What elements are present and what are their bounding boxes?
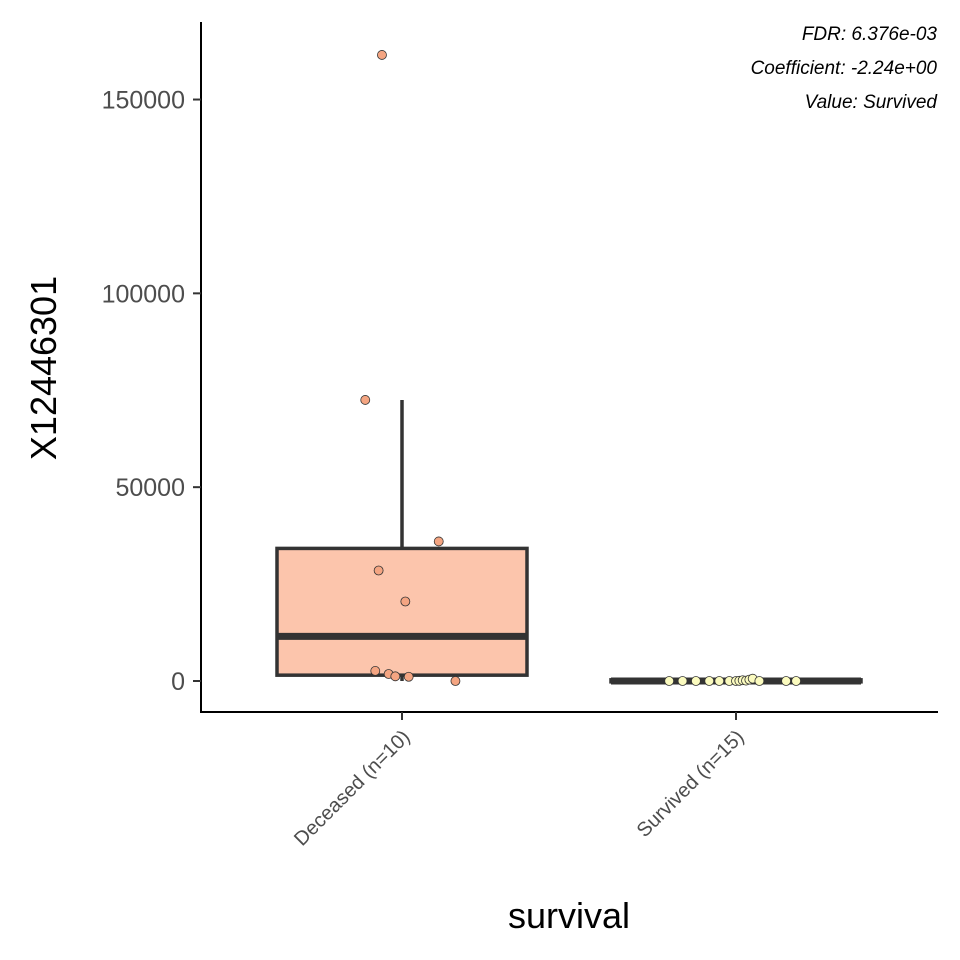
data-point (704, 676, 715, 686)
data-point (370, 666, 381, 676)
data-point (781, 676, 791, 686)
data-point (390, 671, 401, 682)
y-tick-label: 0 (171, 668, 185, 696)
x-tick-label: Deceased (n=10) (290, 726, 414, 850)
data-point (450, 676, 461, 686)
data-point (714, 676, 725, 686)
y-tick-label: 100000 (102, 280, 185, 308)
x-tick-label: Survived (n=15) (633, 726, 749, 842)
x-ticks: Deceased (n=10) Survived (n=15) (290, 712, 749, 850)
data-point (403, 671, 414, 682)
data-point (400, 596, 411, 607)
box-group (275, 399, 529, 681)
data-point (791, 676, 802, 686)
annotation-value: Value: Survived (805, 92, 939, 113)
annotation-fdr: FDR: 6.376e-03 (802, 24, 938, 45)
data-point (433, 536, 444, 547)
data-point (754, 676, 765, 686)
y-ticks: 0 50000 100000 150000 (102, 87, 201, 696)
data-point (373, 565, 384, 576)
y-tick-label: 150000 (102, 87, 185, 115)
annotation-coefficient: Coefficient: -2.24e+00 (751, 58, 938, 79)
x-axis-title: survival (508, 895, 630, 936)
axes (200, 22, 938, 713)
data-point (377, 50, 387, 60)
data-point (677, 676, 688, 686)
data-point (691, 676, 701, 686)
data-point (664, 676, 675, 686)
box-body (275, 546, 529, 677)
y-tick-label: 50000 (115, 474, 185, 502)
plot-marks (275, 50, 863, 686)
data-point (360, 395, 371, 405)
y-axis-title: X12446301 (23, 276, 64, 460)
